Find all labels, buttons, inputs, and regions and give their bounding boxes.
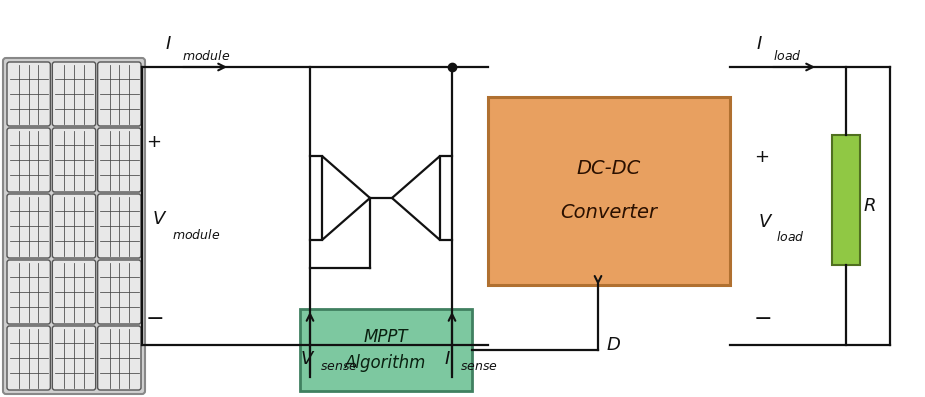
FancyBboxPatch shape: [53, 62, 95, 126]
FancyBboxPatch shape: [7, 260, 50, 324]
Text: $-$: $-$: [753, 307, 771, 327]
Text: $\mathit{I}$: $\mathit{I}$: [444, 350, 450, 368]
Text: $\mathit{sense}$: $\mathit{sense}$: [320, 360, 358, 373]
Text: $\mathit{sense}$: $\mathit{sense}$: [460, 360, 498, 373]
FancyBboxPatch shape: [7, 194, 50, 258]
FancyBboxPatch shape: [53, 128, 95, 192]
FancyBboxPatch shape: [53, 260, 95, 324]
FancyBboxPatch shape: [7, 62, 50, 126]
Text: $\mathit{load}$: $\mathit{load}$: [773, 49, 802, 63]
FancyBboxPatch shape: [98, 194, 141, 258]
Text: $\mathit{I}$: $\mathit{I}$: [165, 35, 172, 53]
FancyBboxPatch shape: [98, 62, 141, 126]
FancyBboxPatch shape: [98, 260, 141, 324]
Text: $\mathit{module}$: $\mathit{module}$: [182, 49, 230, 63]
Text: Converter: Converter: [561, 204, 658, 222]
Text: $\mathit{I}$: $\mathit{I}$: [756, 35, 763, 53]
Text: $\mathit{V}$: $\mathit{V}$: [758, 213, 773, 231]
FancyBboxPatch shape: [53, 326, 95, 390]
Text: $\mathit{module}$: $\mathit{module}$: [172, 228, 220, 242]
Text: $-$: $-$: [145, 307, 163, 327]
FancyBboxPatch shape: [300, 309, 472, 391]
FancyBboxPatch shape: [488, 97, 730, 285]
Text: $\mathit{V}$: $\mathit{V}$: [300, 350, 315, 368]
Text: $+$: $+$: [146, 133, 162, 151]
Text: $\mathit{load}$: $\mathit{load}$: [776, 230, 805, 244]
FancyBboxPatch shape: [98, 326, 141, 390]
FancyBboxPatch shape: [7, 128, 50, 192]
FancyBboxPatch shape: [832, 135, 860, 265]
Text: Algorithm: Algorithm: [345, 354, 426, 372]
Text: $\mathit{D}$: $\mathit{D}$: [606, 336, 621, 354]
Text: $\mathit{R}$: $\mathit{R}$: [863, 197, 876, 215]
FancyBboxPatch shape: [3, 58, 145, 394]
Text: DC-DC: DC-DC: [577, 160, 641, 179]
FancyBboxPatch shape: [53, 194, 95, 258]
FancyBboxPatch shape: [98, 128, 141, 192]
Text: $+$: $+$: [755, 148, 770, 166]
Text: MPPT: MPPT: [364, 328, 408, 346]
FancyBboxPatch shape: [7, 326, 50, 390]
Text: $\mathit{V}$: $\mathit{V}$: [152, 210, 167, 228]
